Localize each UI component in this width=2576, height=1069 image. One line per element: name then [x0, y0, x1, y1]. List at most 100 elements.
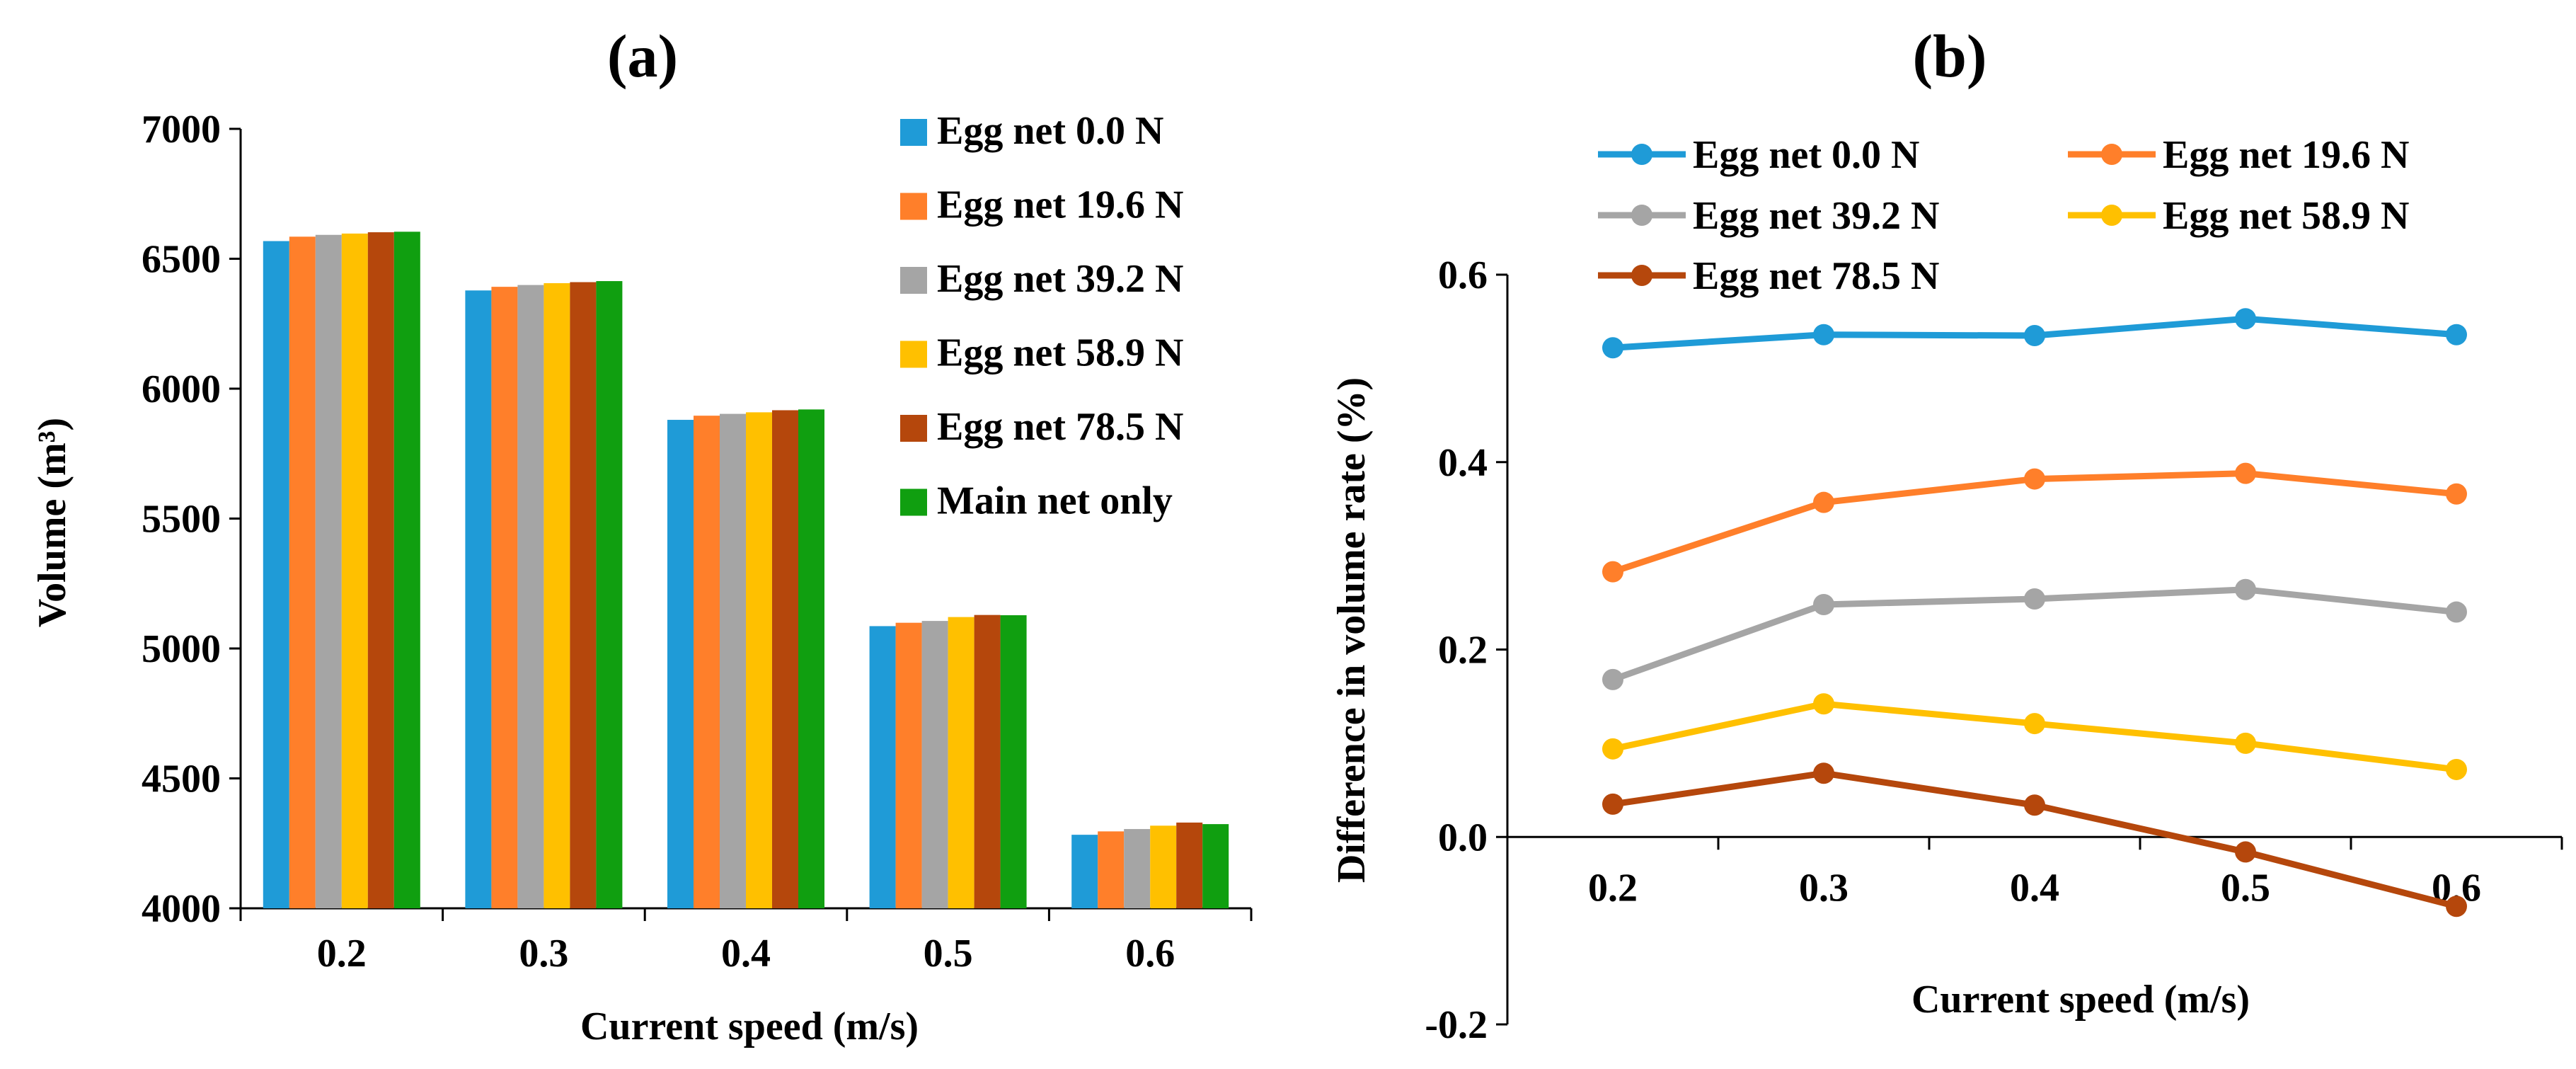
- panel-a-label: (a): [607, 22, 678, 90]
- b-data-point: [1813, 593, 1834, 615]
- a-bar: [720, 413, 746, 908]
- panel-b-line-chart: (b) -0.20.00.20.40.60.2 0.3 0.4 0.5 0.6 Egg …: [1330, 22, 2563, 1047]
- a-bar: [746, 412, 772, 908]
- panel-a-bar-chart: (a) 4000 4500 5000 5500 6000 6500 7000 0.2 0.3 0.…: [30, 22, 1253, 1048]
- b-data-point: [2235, 841, 2256, 863]
- b-data-point: [2446, 758, 2467, 780]
- a-bar: [1124, 829, 1151, 908]
- a-bar: [491, 287, 518, 908]
- a-legend-swatch: [900, 415, 927, 442]
- a-legend-swatch: [900, 267, 927, 294]
- a-bar: [1098, 831, 1125, 908]
- a-bar: [596, 281, 623, 908]
- a-bar: [895, 622, 922, 908]
- a-bar: [341, 233, 368, 908]
- b-data-point: [2235, 732, 2256, 754]
- b-legend-label: Egg net 58.9 N: [2163, 194, 2409, 238]
- b-y-tick-label: 0.4: [1438, 441, 1488, 485]
- b-data-point: [1602, 337, 1623, 359]
- b-y-tick-label: 0.2: [1438, 629, 1488, 673]
- a-y-tick-label: 5500: [142, 498, 221, 542]
- a-legend-swatch: [900, 488, 927, 516]
- b-data-point: [1602, 793, 1623, 815]
- b-legend-marker: [1631, 205, 1652, 226]
- a-bar: [869, 626, 896, 908]
- b-data-point: [1602, 738, 1623, 760]
- b-data-point: [2024, 588, 2045, 610]
- b-legend-marker: [2101, 205, 2122, 226]
- b-data-point: [1602, 561, 1623, 583]
- panel-a-y-axis-label: Volume (m³): [30, 418, 74, 627]
- b-x-tick-label: 0.3: [1799, 866, 1848, 910]
- b-legend-marker: [2101, 144, 2122, 165]
- b-y-tick-label: -0.2: [1425, 1003, 1488, 1047]
- b-y-tick-label: 0.6: [1438, 253, 1488, 297]
- a-legend-swatch: [900, 193, 927, 220]
- panel-a-bars: [263, 231, 1229, 909]
- a-y-tick-label: 4500: [142, 758, 221, 801]
- b-data-point: [2446, 601, 2467, 623]
- a-legend-swatch: [900, 119, 927, 146]
- a-legend-label: Egg net 0.0 N: [937, 109, 1163, 153]
- a-y-tick-label: 4000: [142, 887, 221, 931]
- a-bar: [517, 285, 544, 908]
- a-legend-label: Egg net 39.2 N: [937, 257, 1183, 301]
- b-data-point: [2446, 896, 2467, 917]
- a-legend-label: Main net only: [937, 479, 1173, 523]
- b-data-point: [2235, 578, 2256, 600]
- panel-b-legend: Egg net 0.0 N Egg net 19.6 N Egg net 39.2 …: [1598, 133, 2409, 298]
- b-data-point: [2235, 462, 2256, 484]
- a-bar: [667, 420, 694, 908]
- a-y-tick-label: 6500: [142, 238, 221, 282]
- b-data-point: [2024, 468, 2045, 490]
- a-legend-label: Egg net 58.9 N: [937, 331, 1183, 375]
- a-bar: [1071, 835, 1098, 908]
- b-data-point: [1813, 491, 1834, 513]
- b-legend-label: Egg net 78.5 N: [1693, 254, 1939, 298]
- a-y-tick-label: 7000: [142, 108, 221, 152]
- b-data-point: [2446, 324, 2467, 345]
- a-legend-label: Egg net 19.6 N: [937, 183, 1183, 227]
- a-bar: [393, 231, 420, 908]
- panel-b-label: (b): [1912, 22, 1986, 90]
- b-legend-label: Egg net 39.2 N: [1693, 194, 1939, 238]
- panel-a-x-axis-label: Current speed (m/s): [580, 1005, 919, 1048]
- a-bar: [948, 617, 974, 908]
- b-data-point: [1813, 693, 1834, 715]
- b-data-point: [1602, 668, 1623, 690]
- a-bar: [1202, 824, 1229, 908]
- b-data-point: [2446, 483, 2467, 505]
- a-legend-swatch: [900, 341, 927, 368]
- panel-a-axes: 4000 4500 5000 5500 6000 6500 7000 0.2 0.3 0.4 0.5…: [142, 108, 1253, 976]
- a-bar: [974, 614, 1001, 908]
- b-data-point: [2024, 325, 2045, 347]
- a-y-tick-label: 6000: [142, 367, 221, 411]
- a-legend-label: Egg net 78.5 N: [937, 405, 1183, 449]
- a-bar: [465, 290, 492, 908]
- b-data-point: [2235, 308, 2256, 330]
- a-x-tick-label: 0.4: [721, 932, 771, 976]
- a-bar: [772, 410, 798, 908]
- a-bar: [1176, 822, 1203, 908]
- a-x-tick-label: 0.2: [317, 932, 367, 976]
- b-legend-marker: [1631, 144, 1652, 165]
- a-bar: [289, 236, 316, 908]
- b-data-point: [1813, 762, 1834, 784]
- a-y-tick-label: 5000: [142, 627, 221, 671]
- panel-b-x-axis-label: Current speed (m/s): [1911, 978, 2250, 1022]
- panel-b-axes: -0.20.00.20.40.60.2 0.3 0.4 0.5 0.6: [1425, 253, 2563, 1047]
- a-bar: [1150, 825, 1177, 908]
- b-data-point: [1813, 324, 1834, 345]
- b-legend-label: Egg net 19.6 N: [2163, 133, 2409, 177]
- b-data-point: [2024, 713, 2045, 735]
- a-bar: [921, 621, 948, 908]
- a-bar: [570, 282, 597, 908]
- b-data-point: [2024, 794, 2045, 816]
- b-legend-label: Egg net 0.0 N: [1693, 133, 1919, 177]
- panel-b-series-lines: [1602, 308, 2467, 917]
- a-x-tick-label: 0.5: [924, 932, 973, 976]
- a-x-tick-label: 0.3: [519, 932, 568, 976]
- b-y-tick-label: 0.0: [1438, 816, 1488, 859]
- a-bar: [367, 232, 394, 908]
